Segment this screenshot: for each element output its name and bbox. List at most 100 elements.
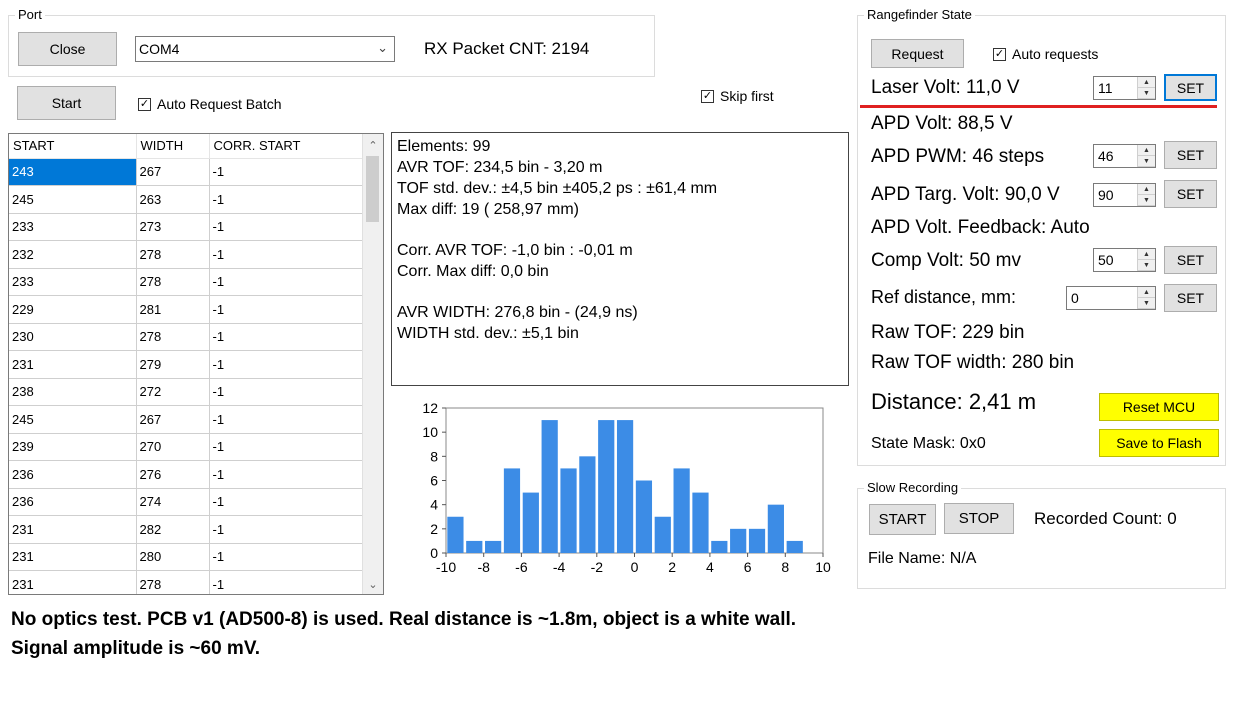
scroll-up-icon[interactable]: ⌃ [368, 139, 378, 152]
table-row[interactable]: 229 281 -1 [9, 295, 364, 324]
spin-down-icon[interactable]: ▼ [1138, 298, 1155, 309]
table-cell[interactable]: 232 [9, 240, 137, 269]
table-scrollbar[interactable]: ⌃ ⌄ [362, 134, 383, 594]
recording-start-button[interactable]: START [869, 504, 936, 535]
recording-stop-button[interactable]: STOP [944, 503, 1014, 534]
table-cell[interactable]: -1 [209, 543, 364, 571]
table-row[interactable]: 245 267 -1 [9, 405, 364, 434]
table-row[interactable]: 233 278 -1 [9, 268, 364, 296]
scroll-down-icon[interactable]: ⌄ [368, 578, 378, 591]
table-cell[interactable]: 278 [136, 323, 210, 351]
set-comp-volt-button[interactable]: SET [1164, 246, 1217, 274]
apd-targ-volt-input[interactable]: 90 ▲ ▼ [1093, 183, 1156, 207]
table-cell[interactable]: 270 [136, 433, 210, 461]
spin-arrows[interactable]: ▲ ▼ [1137, 77, 1155, 99]
table-cell[interactable]: 272 [136, 378, 210, 406]
skip-first-checkbox[interactable]: ✓ Skip first [701, 88, 774, 104]
table-row[interactable]: 236 274 -1 [9, 488, 364, 516]
table-cell[interactable]: -1 [209, 240, 364, 269]
table-row[interactable]: 230 278 -1 [9, 323, 364, 351]
table-cell[interactable]: -1 [209, 433, 364, 461]
table-row[interactable]: 233 273 -1 [9, 213, 364, 241]
reset-mcu-button[interactable]: Reset MCU [1099, 393, 1219, 421]
table-row[interactable]: 231 280 -1 [9, 543, 364, 571]
table-cell[interactable]: 276 [136, 460, 210, 489]
table-row[interactable]: 243 267 -1 [9, 158, 364, 186]
table-cell[interactable]: 267 [136, 405, 210, 434]
table-cell[interactable]: -1 [209, 515, 364, 544]
auto-requests-checkbox[interactable]: ✓ Auto requests [993, 46, 1098, 62]
table-row[interactable]: 232 278 -1 [9, 240, 364, 269]
table-cell[interactable]: 280 [136, 543, 210, 571]
table-cell[interactable]: 274 [136, 488, 210, 516]
spin-arrows[interactable]: ▲ ▼ [1137, 184, 1155, 206]
table-row[interactable]: 245 263 -1 [9, 185, 364, 214]
spin-up-icon[interactable]: ▲ [1138, 249, 1155, 260]
table-cell[interactable]: -1 [209, 268, 364, 296]
table-row[interactable]: 231 279 -1 [9, 350, 364, 379]
start-button[interactable]: Start [17, 86, 116, 120]
table-cell[interactable]: -1 [209, 158, 364, 186]
spin-up-icon[interactable]: ▲ [1138, 287, 1155, 298]
set-apd-pwm-button[interactable]: SET [1164, 141, 1217, 169]
table-cell[interactable]: 233 [9, 213, 137, 241]
comp-volt-input[interactable]: 50 ▲ ▼ [1093, 248, 1156, 272]
spin-up-icon[interactable]: ▲ [1138, 77, 1155, 88]
table-cell[interactable]: -1 [209, 295, 364, 324]
results-table[interactable]: START WIDTH CORR. START 243 267 -1 245 263 -1… [8, 133, 384, 595]
save-to-flash-button[interactable]: Save to Flash [1099, 429, 1219, 457]
table-cell[interactable]: -1 [209, 405, 364, 434]
spin-up-icon[interactable]: ▲ [1138, 145, 1155, 156]
laser-volt-input[interactable]: 11 ▲ ▼ [1093, 76, 1156, 100]
spin-down-icon[interactable]: ▼ [1138, 195, 1155, 206]
spin-down-icon[interactable]: ▼ [1138, 260, 1155, 271]
close-button[interactable]: Close [18, 32, 117, 66]
table-cell[interactable]: 230 [9, 323, 137, 351]
table-cell[interactable]: 281 [136, 295, 210, 324]
spin-up-icon[interactable]: ▲ [1138, 184, 1155, 195]
spin-arrows[interactable]: ▲ ▼ [1137, 287, 1155, 309]
table-cell[interactable]: 282 [136, 515, 210, 544]
table-cell[interactable]: -1 [209, 213, 364, 241]
table-cell[interactable]: -1 [209, 323, 364, 351]
column-header-corr-start[interactable]: CORR. START [209, 134, 364, 159]
table-cell[interactable]: 273 [136, 213, 210, 241]
table-cell[interactable]: 239 [9, 433, 137, 461]
column-header-width[interactable]: WIDTH [136, 134, 210, 159]
table-cell[interactable]: 236 [9, 460, 137, 489]
table-cell[interactable]: 238 [9, 378, 137, 406]
table-cell[interactable]: -1 [209, 350, 364, 379]
table-cell[interactable]: 278 [136, 268, 210, 296]
set-laser-volt-button[interactable]: SET [1164, 74, 1217, 101]
apd-pwm-input[interactable]: 46 ▲ ▼ [1093, 144, 1156, 168]
com-port-select[interactable]: COM4 ⌄ [135, 36, 395, 62]
table-cell[interactable]: -1 [209, 185, 364, 214]
table-cell[interactable]: 231 [9, 543, 137, 571]
spin-down-icon[interactable]: ▼ [1138, 88, 1155, 99]
set-apd-targ-volt-button[interactable]: SET [1164, 180, 1217, 208]
table-cell[interactable]: -1 [209, 570, 364, 594]
table-row[interactable]: 231 282 -1 [9, 515, 364, 544]
ref-distance-input[interactable]: 0 ▲ ▼ [1066, 286, 1156, 310]
column-header-start[interactable]: START [9, 134, 137, 159]
table-cell[interactable]: 233 [9, 268, 137, 296]
table-cell[interactable]: 236 [9, 488, 137, 516]
table-row[interactable]: 231 278 -1 [9, 570, 364, 594]
table-row[interactable]: 238 272 -1 [9, 378, 364, 406]
table-cell[interactable]: 245 [9, 185, 137, 214]
request-button[interactable]: Request [871, 39, 964, 68]
scroll-thumb[interactable] [366, 156, 379, 222]
table-cell[interactable]: 278 [136, 570, 210, 594]
table-cell[interactable]: 263 [136, 185, 210, 214]
spin-arrows[interactable]: ▲ ▼ [1137, 145, 1155, 167]
table-row[interactable]: 239 270 -1 [9, 433, 364, 461]
spin-arrows[interactable]: ▲ ▼ [1137, 249, 1155, 271]
table-cell[interactable]: 231 [9, 570, 137, 594]
table-cell[interactable]: 229 [9, 295, 137, 324]
table-cell[interactable]: 243 [9, 158, 137, 186]
table-cell[interactable]: 231 [9, 350, 137, 379]
table-cell[interactable]: -1 [209, 488, 364, 516]
table-cell[interactable]: -1 [209, 378, 364, 406]
table-cell[interactable]: -1 [209, 460, 364, 489]
table-cell[interactable]: 267 [136, 158, 210, 186]
